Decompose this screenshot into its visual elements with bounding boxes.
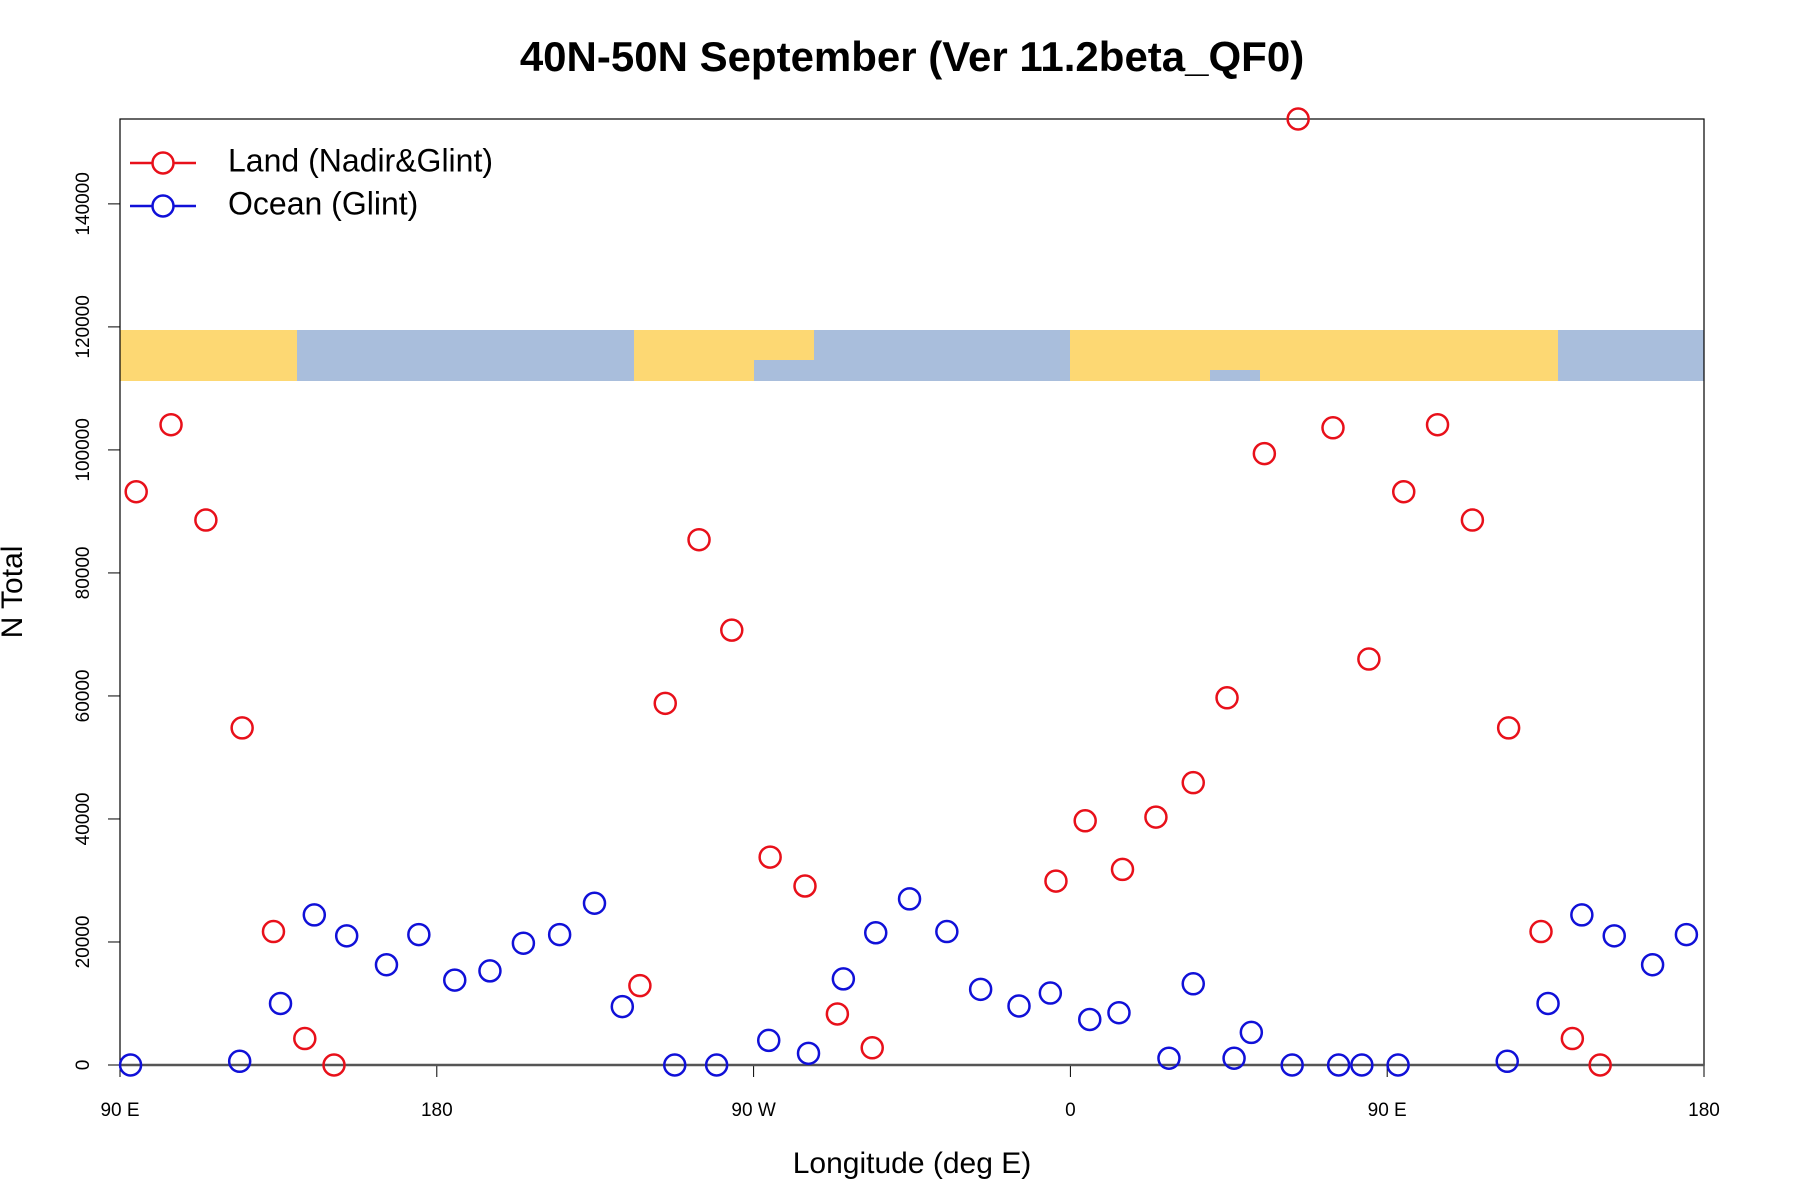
point — [334, 924, 359, 948]
point — [1529, 919, 1553, 944]
point — [443, 968, 467, 992]
legend-marker — [151, 194, 175, 218]
point — [293, 1026, 317, 1051]
point — [1215, 686, 1239, 710]
point — [1007, 994, 1031, 1018]
point — [897, 887, 922, 911]
point — [1181, 972, 1205, 996]
point — [796, 1041, 821, 1066]
point — [704, 1053, 729, 1077]
point — [1536, 991, 1560, 1016]
point — [1222, 1046, 1246, 1070]
point — [1570, 903, 1594, 927]
point — [863, 921, 888, 945]
point — [1425, 412, 1450, 437]
point — [793, 874, 817, 898]
y-tick-label: 60000 — [73, 670, 94, 723]
point — [261, 919, 286, 944]
y-tick-label: 0 — [73, 1060, 94, 1071]
legend-label: Ocean (Glint) — [228, 185, 418, 221]
point — [1280, 1053, 1304, 1077]
point — [1588, 1053, 1612, 1077]
point — [1602, 924, 1626, 948]
point — [756, 1028, 781, 1053]
point — [687, 527, 711, 552]
point — [720, 618, 744, 642]
y-axis-label: N Total — [0, 546, 29, 639]
point — [1495, 1049, 1519, 1074]
point — [407, 922, 431, 947]
point — [628, 973, 652, 998]
point — [968, 977, 993, 1002]
y-tick-label: 20000 — [73, 916, 94, 969]
y-tick-label: 100000 — [73, 418, 94, 481]
point — [268, 991, 293, 1016]
point — [860, 1036, 884, 1060]
point — [194, 508, 218, 532]
point — [478, 959, 502, 983]
point — [511, 931, 536, 955]
point — [1640, 952, 1665, 977]
point — [1239, 1020, 1264, 1045]
point — [1110, 857, 1135, 882]
point — [1107, 1000, 1131, 1025]
point — [1326, 1053, 1351, 1077]
y-tick-label: 40000 — [73, 793, 94, 846]
point — [1386, 1053, 1410, 1077]
point — [118, 1053, 143, 1077]
point — [1181, 770, 1205, 795]
chart-title: 40N-50N September (Ver 11.2beta_QF0) — [520, 33, 1304, 80]
point — [302, 903, 327, 927]
plot-frame — [119, 118, 1705, 1066]
x-tick-label: 90 E — [100, 1100, 139, 1121]
point — [1078, 1007, 1102, 1032]
x-tick-label: 180 — [1688, 1100, 1720, 1121]
point — [831, 967, 856, 991]
point — [582, 891, 607, 915]
point — [1044, 869, 1068, 893]
point — [1144, 805, 1168, 829]
point — [825, 1002, 850, 1026]
x-tick-label: 0 — [1065, 1100, 1076, 1121]
point — [1391, 479, 1416, 504]
point — [1350, 1053, 1374, 1077]
point — [1357, 647, 1381, 671]
y-tick-label: 120000 — [73, 295, 94, 358]
x-axis-label: Longitude (deg E) — [793, 1147, 1032, 1180]
x-tick-label: 90 W — [731, 1100, 775, 1121]
point — [1674, 922, 1699, 947]
point — [1252, 441, 1277, 466]
point — [227, 1049, 252, 1074]
point — [1073, 809, 1097, 833]
x-tick-label: 90 E — [1368, 1100, 1407, 1121]
y-tick-label: 140000 — [73, 172, 94, 235]
point — [1286, 107, 1310, 131]
legend-entry: Land (Nadir&Glint) — [130, 142, 493, 178]
point — [935, 919, 959, 944]
point — [1038, 981, 1063, 1005]
point — [1496, 716, 1521, 740]
point — [1157, 1046, 1181, 1070]
point — [1460, 508, 1485, 532]
point — [374, 952, 399, 977]
y-tick-label: 80000 — [73, 547, 94, 600]
legend-marker — [151, 151, 175, 175]
point — [322, 1053, 346, 1077]
legend-label: Land (Nadir&Glint) — [228, 142, 493, 178]
point — [1321, 416, 1345, 440]
point — [653, 691, 677, 716]
point — [230, 716, 254, 740]
map-band — [120, 330, 1704, 381]
legend-entry: Ocean (Glint) — [130, 185, 418, 221]
point — [663, 1053, 687, 1077]
point — [547, 922, 572, 947]
point — [159, 412, 183, 437]
point — [124, 479, 148, 504]
x-tick-label: 180 — [421, 1100, 453, 1121]
point — [1560, 1026, 1585, 1051]
point — [610, 994, 635, 1019]
point — [758, 845, 782, 869]
